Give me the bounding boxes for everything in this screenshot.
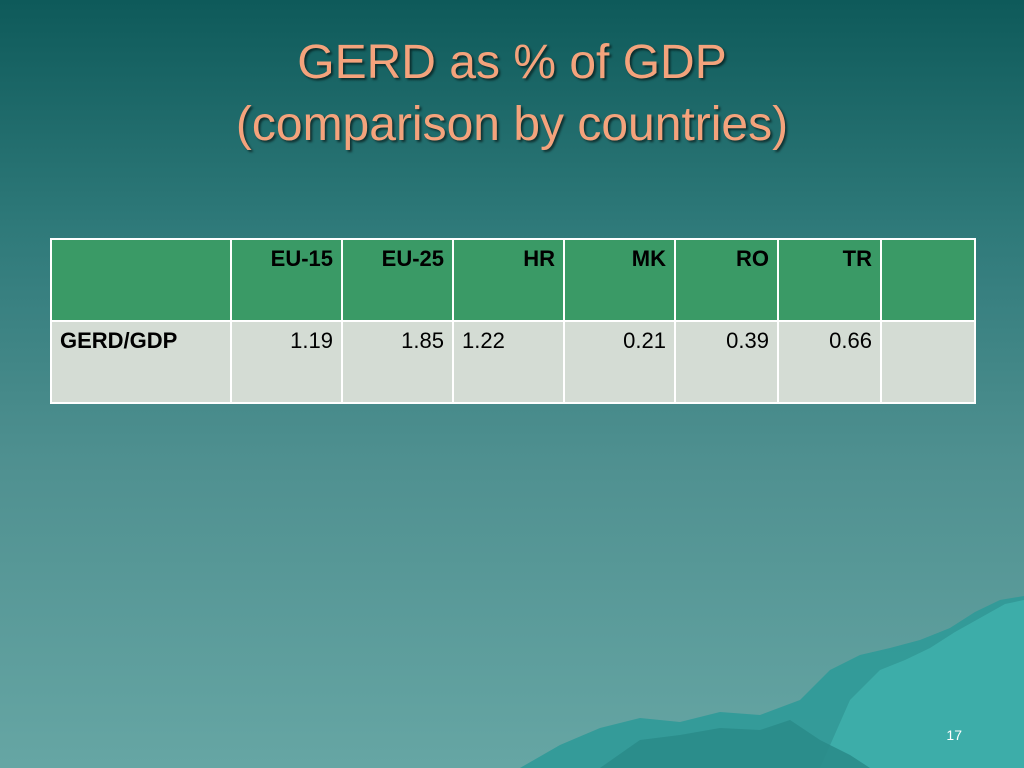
header-cell-empty [50, 238, 232, 322]
cell-eu25: 1.85 [341, 320, 454, 404]
slide-title: GERD as % of GDP (comparison by countrie… [0, 32, 1024, 156]
table-header-row: EU-15 EU-25 HR MK RO TR [50, 238, 976, 322]
table-row: GERD/GDP 1.19 1.85 1.22 0.21 0.39 0.66 [50, 320, 976, 404]
cell-hr: 1.22 [452, 320, 565, 404]
title-line-2: (comparison by countries) [235, 98, 789, 151]
header-cell-eu15: EU-15 [230, 238, 343, 322]
cell-ro: 0.39 [674, 320, 779, 404]
gerd-comparison-table: EU-15 EU-25 HR MK RO TR GERD/GDP 1.19 1.… [50, 238, 976, 404]
header-cell-mk: MK [563, 238, 676, 322]
cell-trailing [880, 320, 976, 404]
cell-eu15: 1.19 [230, 320, 343, 404]
row-label-gerd-gdp: GERD/GDP [50, 320, 232, 404]
header-cell-eu25: EU-25 [341, 238, 454, 322]
cell-tr: 0.66 [777, 320, 882, 404]
title-line-1: GERD as % of GDP [297, 36, 727, 89]
page-number: 17 [946, 727, 962, 743]
header-cell-tr: TR [777, 238, 882, 322]
cell-mk: 0.21 [563, 320, 676, 404]
header-cell-trailing [880, 238, 976, 322]
header-cell-ro: RO [674, 238, 779, 322]
header-cell-hr: HR [452, 238, 565, 322]
